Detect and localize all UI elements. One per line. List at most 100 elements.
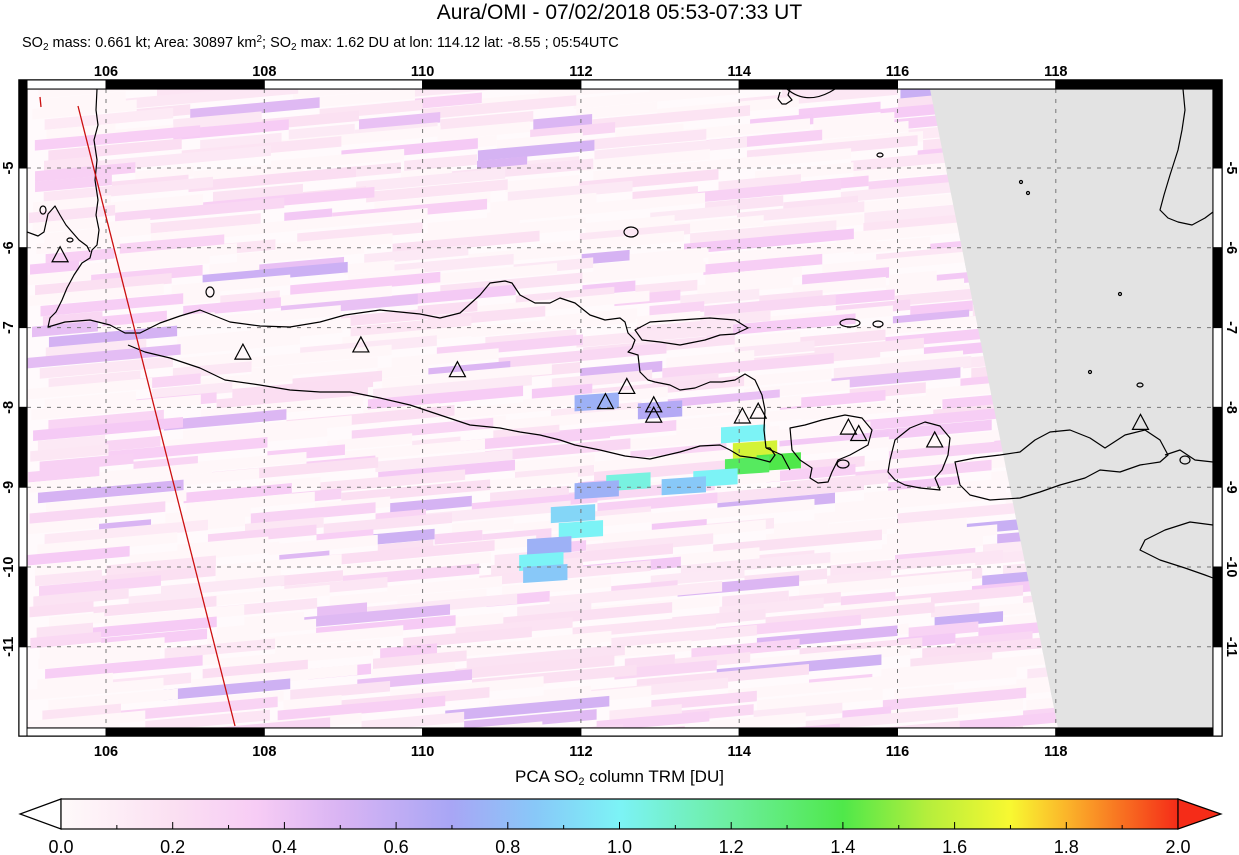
chart-title: Aura/OMI - 07/02/2018 05:53-07:33 UT	[436, 1, 803, 24]
so2-pixel	[496, 132, 583, 151]
so2-pixel	[341, 551, 492, 576]
volcano-triangle-icon	[233, 342, 252, 360]
so2-pixel	[502, 576, 612, 597]
so2-pixel	[292, 89, 393, 99]
lat-tick-label-left: -8	[1, 401, 17, 414]
so2-pixel	[219, 644, 373, 670]
volcano-triangle-icon	[733, 406, 752, 424]
subtitle-so2-a: SO	[22, 35, 43, 51]
subtitle-max-info: max: 1.62 DU at lon: 114.12 lat: -8.55 ;…	[296, 35, 619, 51]
so2-pixel	[611, 624, 757, 649]
colorbar-ticks: 0.0 0.2 0.4 0.6 0.8 1.0 1.2 1.4 1.6 1.8 2.0	[48, 822, 1191, 855]
volcano-triangle-icon	[51, 245, 70, 263]
plume-pixel	[523, 564, 568, 583]
so2-pixel	[440, 110, 534, 130]
so2-pixel	[344, 438, 485, 462]
so2-pixel	[358, 112, 441, 130]
so2-pixel	[427, 214, 520, 234]
subtitle-mass-area: mass: 0.661 kt; Area: 30897 km	[48, 35, 257, 51]
so2-pixel	[35, 273, 172, 296]
colorbar-tick-label: 1.2	[719, 837, 744, 855]
so2-pixel	[48, 138, 182, 161]
so2-pixel	[129, 541, 280, 566]
so2-pixel	[769, 421, 871, 442]
lon-tick-label-top: 114	[727, 64, 750, 80]
so2-pixel	[48, 325, 178, 348]
so2-pixel	[445, 695, 610, 722]
so2-pixel	[697, 179, 841, 203]
so2-pixel	[666, 350, 755, 369]
so2-pixel	[450, 612, 504, 628]
so2-pixel	[934, 611, 1004, 628]
so2-pixel	[43, 176, 213, 203]
so2-pixel	[460, 427, 611, 452]
so2-pixel	[38, 647, 161, 670]
so2-pixel	[364, 244, 469, 265]
so2-pixel	[42, 703, 121, 722]
so2-pixel	[212, 717, 331, 728]
so2-pixel	[831, 367, 961, 390]
colorbar-tick-label: 0.8	[495, 837, 520, 855]
so2-pixel	[29, 601, 94, 618]
so2-pixel	[99, 461, 213, 483]
volcano-triangle-icon	[644, 395, 663, 413]
so2-pixel	[216, 618, 317, 639]
so2-pixel	[106, 555, 216, 576]
lon-tick-label-top: 110	[411, 64, 434, 80]
so2-pixel	[889, 270, 937, 286]
so2-pixel	[193, 161, 303, 182]
so2-pixel	[484, 438, 631, 462]
no-data-overlay	[930, 89, 1213, 728]
so2-pixel	[512, 454, 595, 473]
so2-pixel	[288, 123, 355, 141]
so2-pixel	[33, 587, 129, 608]
so2-pixel	[163, 409, 287, 431]
so2-pixel	[32, 99, 137, 120]
so2-map: 106 106 108 108 110 110 112 112 114 114 116 116 118 1…	[1, 64, 1239, 760]
so2-pixel	[593, 156, 755, 182]
so2-pixel	[36, 236, 120, 255]
so2-pixel	[709, 712, 806, 728]
so2-pixel	[244, 611, 305, 628]
so2-pixel	[171, 274, 291, 296]
so2-pixel	[377, 363, 429, 379]
so2-pixel	[576, 323, 734, 348]
so2-pixel	[597, 492, 718, 514]
so2-pixel	[165, 505, 251, 525]
so2-pixel	[356, 168, 506, 193]
so2-pixel	[327, 433, 413, 452]
so2-pixel	[864, 454, 949, 473]
so2-pixel	[414, 92, 482, 110]
so2-pixel	[490, 192, 597, 213]
so2-pixel	[422, 95, 577, 120]
so2-pixel	[44, 223, 151, 244]
so2-pixel	[877, 720, 960, 728]
so2-pixel	[320, 469, 466, 493]
so2-pixel	[684, 228, 854, 255]
so2-pixel	[855, 314, 991, 338]
so2-pixel	[533, 114, 593, 130]
so2-pixel	[268, 534, 378, 556]
coastlines	[27, 89, 1213, 579]
so2-pixel	[31, 394, 201, 421]
so2-pixel	[270, 148, 405, 172]
so2-pixel	[697, 276, 793, 296]
so2-pixel	[382, 363, 552, 390]
so2-pixel	[834, 487, 1007, 514]
so2-pixel	[437, 121, 531, 141]
subtitle-so2-b: ; SO	[262, 35, 292, 51]
so2-pixel	[674, 215, 764, 234]
volcano-triangle-icon	[448, 360, 467, 378]
so2-pixel	[105, 435, 161, 452]
so2-pixel	[30, 260, 80, 276]
so2-pixel	[224, 239, 276, 255]
so2-pixel	[706, 313, 856, 338]
lon-tick-label-bottom: 110	[411, 744, 434, 760]
so2-pixel	[44, 107, 174, 130]
so2-pixel	[104, 604, 245, 628]
so2-pixel	[28, 204, 116, 224]
so2-pixel	[329, 540, 495, 566]
so2-pixel	[42, 91, 126, 110]
so2-pixel	[881, 656, 1028, 680]
colorbar-tick-label: 1.0	[607, 837, 632, 855]
